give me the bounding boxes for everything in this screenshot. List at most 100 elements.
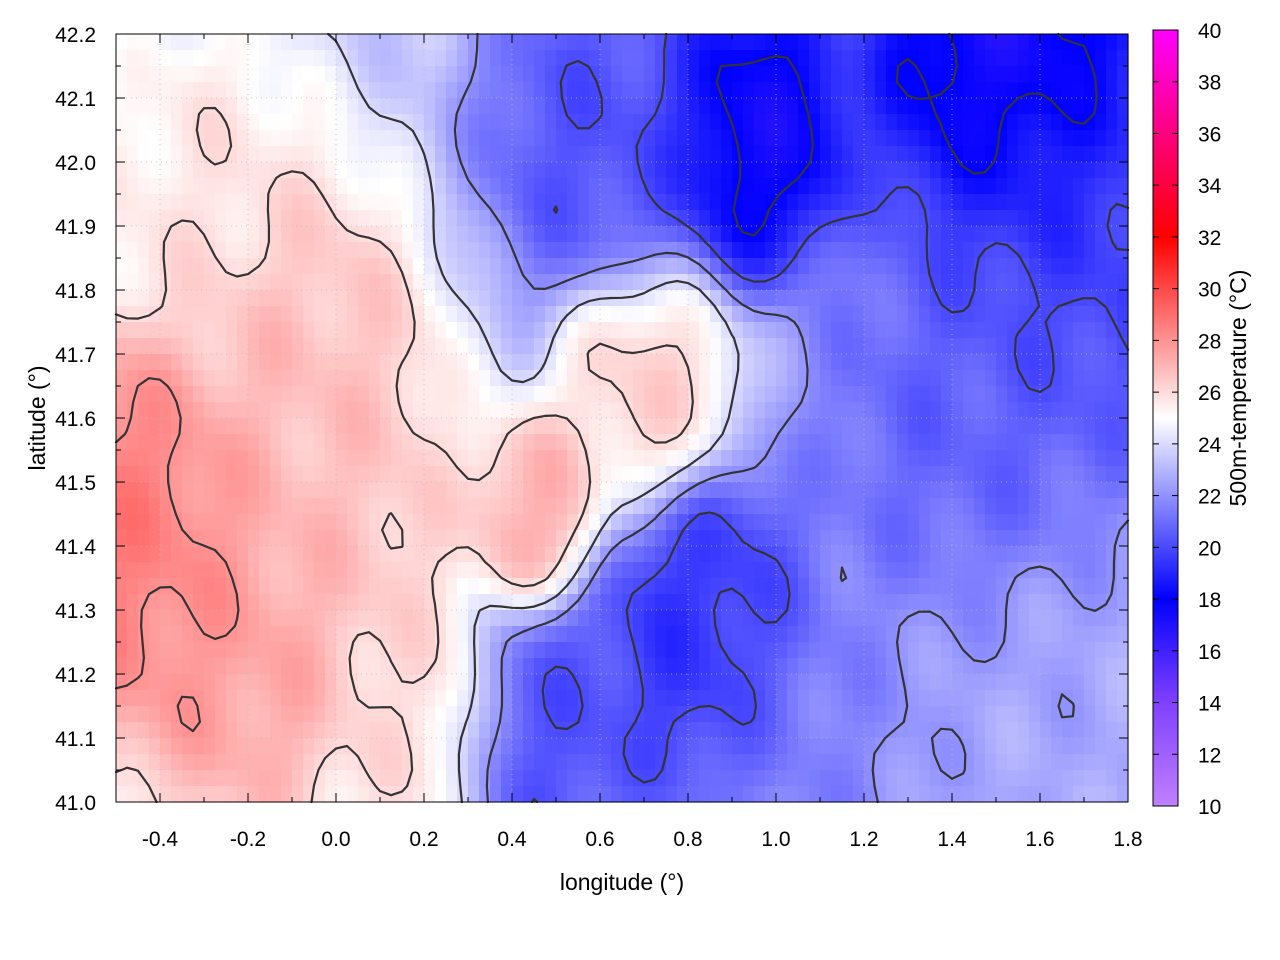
heatmap-cell (941, 562, 953, 579)
contour-lines (114, 32, 1130, 804)
heatmap-cell (424, 98, 436, 115)
heatmap-cell (160, 226, 172, 243)
heatmap-cell (413, 146, 425, 163)
heatmap-cell (226, 482, 238, 499)
heatmap-cell (831, 594, 843, 611)
heatmap-cell (699, 642, 711, 659)
heatmap-cell (633, 786, 645, 803)
heatmap-cell (1073, 354, 1085, 371)
heatmap-cell (171, 738, 183, 755)
heatmap-cell (809, 674, 821, 691)
heatmap-cell (974, 642, 986, 659)
heatmap-cell (655, 674, 667, 691)
heatmap-cell (292, 226, 304, 243)
heatmap-cell (985, 130, 997, 147)
heatmap-cell (270, 594, 282, 611)
heatmap-cell (479, 482, 491, 499)
heatmap-cell (248, 322, 260, 339)
heatmap-cell (644, 658, 656, 675)
heatmap-cell (424, 466, 436, 483)
heatmap-cell (875, 34, 887, 51)
heatmap-cell (1106, 162, 1118, 179)
heatmap-cell (919, 370, 931, 387)
heatmap-cell (160, 98, 172, 115)
heatmap-cell (930, 546, 942, 563)
heatmap-cell (798, 514, 810, 531)
heatmap-cell (479, 146, 491, 163)
heatmap-cell (952, 34, 964, 51)
heatmap-cell (380, 34, 392, 51)
heatmap-cell (1040, 50, 1052, 67)
heatmap-cell (776, 706, 788, 723)
heatmap-cell (347, 274, 359, 291)
heatmap-cell (974, 354, 986, 371)
heatmap-cell (534, 546, 546, 563)
heatmap-cell (1018, 626, 1030, 643)
heatmap-cell (149, 162, 161, 179)
heatmap-cell (567, 594, 579, 611)
heatmap-cell (1095, 354, 1107, 371)
heatmap-cell (226, 322, 238, 339)
heatmap-cell (853, 258, 865, 275)
heatmap-cell (985, 162, 997, 179)
heatmap-cell (864, 322, 876, 339)
heatmap-cell (875, 130, 887, 147)
heatmap-cell (1007, 706, 1019, 723)
heatmap-cell (490, 738, 502, 755)
heatmap-cell (435, 450, 447, 467)
heatmap-cell (842, 66, 854, 83)
heatmap-cell (941, 66, 953, 83)
heatmap-cell (842, 354, 854, 371)
heatmap-cell (611, 114, 623, 131)
heatmap-cell (765, 770, 777, 787)
heatmap-cell (424, 770, 436, 787)
heatmap-cell (468, 386, 480, 403)
heatmap-cell (710, 626, 722, 643)
heatmap-cell (908, 322, 920, 339)
heatmap-cell (886, 354, 898, 371)
heatmap-cell (853, 434, 865, 451)
heatmap-cell (941, 610, 953, 627)
heatmap-cell (402, 226, 414, 243)
heatmap-cell (369, 306, 381, 323)
heatmap-cell (325, 770, 337, 787)
heatmap-cell (248, 274, 260, 291)
heatmap-cell (1018, 674, 1030, 691)
heatmap-cell (1007, 418, 1019, 435)
heatmap-cell (182, 290, 194, 307)
heatmap-cell (149, 306, 161, 323)
heatmap-cell (996, 722, 1008, 739)
heatmap-cell (897, 482, 909, 499)
heatmap-cell (182, 146, 194, 163)
heatmap-cell (941, 498, 953, 515)
heatmap-cell (424, 530, 436, 547)
heatmap-cell (886, 450, 898, 467)
heatmap-cell (919, 434, 931, 451)
heatmap-cell (776, 690, 788, 707)
heatmap-cell (1007, 322, 1019, 339)
heatmap-cell (292, 178, 304, 195)
heatmap-cell (578, 610, 590, 627)
heatmap-cell (732, 466, 744, 483)
heatmap-cell (116, 370, 128, 387)
heatmap-cell (1084, 322, 1096, 339)
heatmap-cell (765, 546, 777, 563)
heatmap-cell (512, 210, 524, 227)
heatmap-cell (413, 498, 425, 515)
heatmap-cell (732, 306, 744, 323)
heatmap-cell (292, 466, 304, 483)
heatmap-cell (226, 738, 238, 755)
heatmap-cell (358, 98, 370, 115)
heatmap-cell (303, 658, 315, 675)
heatmap-cell (743, 306, 755, 323)
heatmap-cell (314, 290, 326, 307)
heatmap-cell (413, 162, 425, 179)
heatmap-cell (446, 450, 458, 467)
colorbar-tick-label: 10 (1198, 796, 1221, 819)
heatmap-cell (787, 82, 799, 99)
heatmap-cell (875, 194, 887, 211)
heatmap-cell (402, 258, 414, 275)
heatmap-cell (688, 226, 700, 243)
heatmap-cell (435, 306, 447, 323)
heatmap-cell (314, 658, 326, 675)
